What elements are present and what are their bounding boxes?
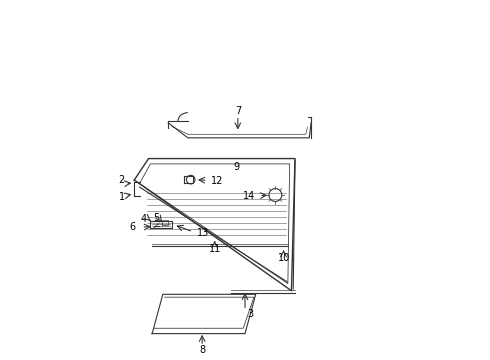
- Text: 12: 12: [211, 176, 223, 186]
- Text: 6: 6: [129, 222, 136, 232]
- Text: 8: 8: [199, 345, 205, 355]
- Text: 9: 9: [233, 162, 239, 172]
- Text: 11: 11: [209, 244, 221, 253]
- Text: 5: 5: [153, 213, 160, 223]
- Text: 3: 3: [247, 309, 254, 319]
- Text: 2: 2: [119, 175, 125, 185]
- Text: 1: 1: [119, 192, 125, 202]
- Text: 7: 7: [235, 107, 241, 116]
- Text: 13: 13: [197, 228, 209, 238]
- Text: 10: 10: [278, 253, 291, 263]
- Text: 4: 4: [140, 214, 146, 224]
- Text: 14: 14: [243, 192, 255, 202]
